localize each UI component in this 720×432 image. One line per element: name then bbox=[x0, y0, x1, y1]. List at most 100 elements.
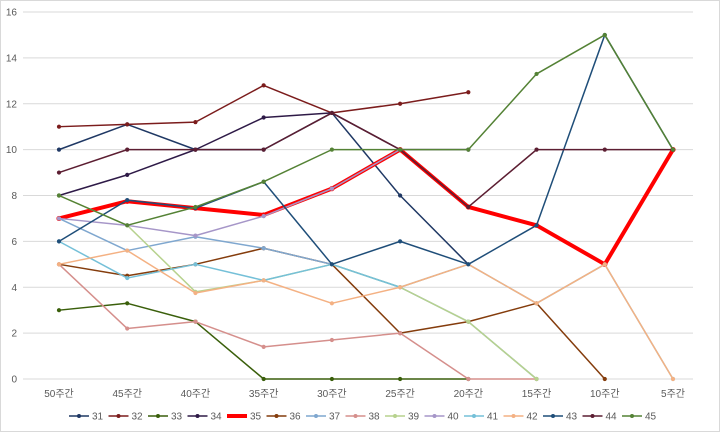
data-point bbox=[262, 148, 266, 152]
series-42 bbox=[57, 248, 675, 381]
legend-label: 34 bbox=[211, 412, 223, 423]
legend-marker bbox=[551, 414, 555, 418]
data-point bbox=[466, 377, 470, 381]
data-point bbox=[466, 205, 470, 209]
series-line bbox=[59, 35, 673, 225]
data-point bbox=[466, 148, 470, 152]
data-point bbox=[330, 187, 334, 191]
data-point bbox=[330, 111, 334, 115]
x-tick-label: 30주간 bbox=[317, 388, 347, 400]
legend-item-31: 31 bbox=[69, 412, 104, 423]
data-point bbox=[671, 148, 675, 152]
legend-label: 40 bbox=[448, 412, 460, 423]
data-point bbox=[57, 125, 61, 129]
legend-item-38: 38 bbox=[346, 412, 381, 423]
data-point bbox=[57, 239, 61, 243]
data-point bbox=[125, 301, 129, 305]
data-point bbox=[534, 301, 538, 305]
data-point bbox=[57, 170, 61, 174]
data-point bbox=[262, 115, 266, 119]
x-axis-ticks: 50주간 45주간 40주간 35주간 30주간 25주간 20주간 15주간 10주간 5주간 bbox=[44, 388, 685, 400]
data-point bbox=[466, 262, 470, 266]
legend-item-33: 33 bbox=[148, 412, 183, 423]
x-tick-label: 45주간 bbox=[112, 388, 142, 400]
legend-item-34: 34 bbox=[188, 412, 223, 423]
series-line bbox=[59, 218, 537, 379]
data-point bbox=[330, 377, 334, 381]
data-point bbox=[603, 33, 607, 37]
series-31 bbox=[57, 111, 471, 267]
data-point bbox=[534, 72, 538, 76]
legend-label: 44 bbox=[606, 412, 618, 423]
data-point bbox=[57, 308, 61, 312]
data-point bbox=[193, 205, 197, 209]
legend-label: 39 bbox=[408, 412, 420, 423]
legend-item-42: 42 bbox=[504, 412, 539, 423]
series-33 bbox=[57, 301, 471, 381]
y-tick-label: 4 bbox=[11, 283, 17, 294]
data-point bbox=[262, 246, 266, 250]
legend-marker bbox=[630, 414, 634, 418]
data-point bbox=[193, 262, 197, 266]
legend-marker bbox=[235, 414, 239, 418]
data-point bbox=[534, 148, 538, 152]
legend-item-39: 39 bbox=[385, 412, 420, 423]
data-point bbox=[330, 338, 334, 342]
data-point bbox=[125, 173, 129, 177]
legend-item-37: 37 bbox=[306, 412, 341, 423]
legend-label: 43 bbox=[566, 412, 578, 423]
x-tick-label: 25주간 bbox=[385, 388, 415, 400]
legend-marker bbox=[512, 414, 516, 418]
data-point bbox=[125, 276, 129, 280]
data-point bbox=[262, 377, 266, 381]
legend-marker bbox=[472, 414, 476, 418]
series-41 bbox=[57, 239, 675, 381]
data-point bbox=[534, 223, 538, 227]
y-tick-label: 6 bbox=[11, 237, 17, 248]
legend-label: 32 bbox=[132, 412, 144, 423]
legend-item-41: 41 bbox=[464, 412, 499, 423]
data-point bbox=[193, 320, 197, 324]
data-point bbox=[398, 239, 402, 243]
data-point bbox=[193, 291, 197, 295]
y-axis-ticks: 0 2 4 6 8 10 12 14 16 bbox=[6, 8, 18, 386]
x-tick-label: 20주간 bbox=[454, 388, 484, 400]
y-tick-label: 16 bbox=[6, 8, 18, 19]
series-line bbox=[59, 113, 673, 207]
data-point bbox=[398, 193, 402, 197]
x-tick-label: 35주간 bbox=[249, 388, 279, 400]
legend-label: 45 bbox=[645, 412, 657, 423]
x-tick-label: 15주간 bbox=[522, 388, 552, 400]
legend-marker bbox=[354, 414, 358, 418]
legend-marker bbox=[393, 414, 397, 418]
y-tick-label: 2 bbox=[11, 329, 17, 340]
series-45 bbox=[57, 33, 675, 228]
legend-marker bbox=[77, 414, 81, 418]
data-point bbox=[262, 180, 266, 184]
legend-marker bbox=[433, 414, 437, 418]
legend-marker bbox=[196, 414, 200, 418]
data-point bbox=[534, 377, 538, 381]
series-line bbox=[59, 303, 468, 379]
data-point bbox=[603, 262, 607, 266]
legend-label: 33 bbox=[171, 412, 183, 423]
y-tick-label: 10 bbox=[6, 145, 18, 156]
x-tick-label: 50주간 bbox=[44, 388, 74, 400]
legend-label: 37 bbox=[329, 412, 341, 423]
legend-marker bbox=[314, 414, 318, 418]
series-32 bbox=[57, 83, 471, 128]
legend-label: 38 bbox=[369, 412, 381, 423]
data-point bbox=[398, 331, 402, 335]
data-point bbox=[57, 148, 61, 152]
legend: 31 32 33 34 35 36 37 38 39 40 41 42 43 44 45 bbox=[69, 412, 657, 423]
series-40 bbox=[57, 148, 471, 238]
y-tick-label: 14 bbox=[6, 53, 18, 64]
data-point bbox=[671, 377, 675, 381]
legend-item-32: 32 bbox=[109, 412, 144, 423]
legend-marker bbox=[156, 414, 160, 418]
series-line bbox=[59, 251, 673, 379]
legend-item-35: 35 bbox=[227, 412, 262, 423]
series-line bbox=[59, 85, 468, 126]
legend-item-43: 43 bbox=[543, 412, 578, 423]
